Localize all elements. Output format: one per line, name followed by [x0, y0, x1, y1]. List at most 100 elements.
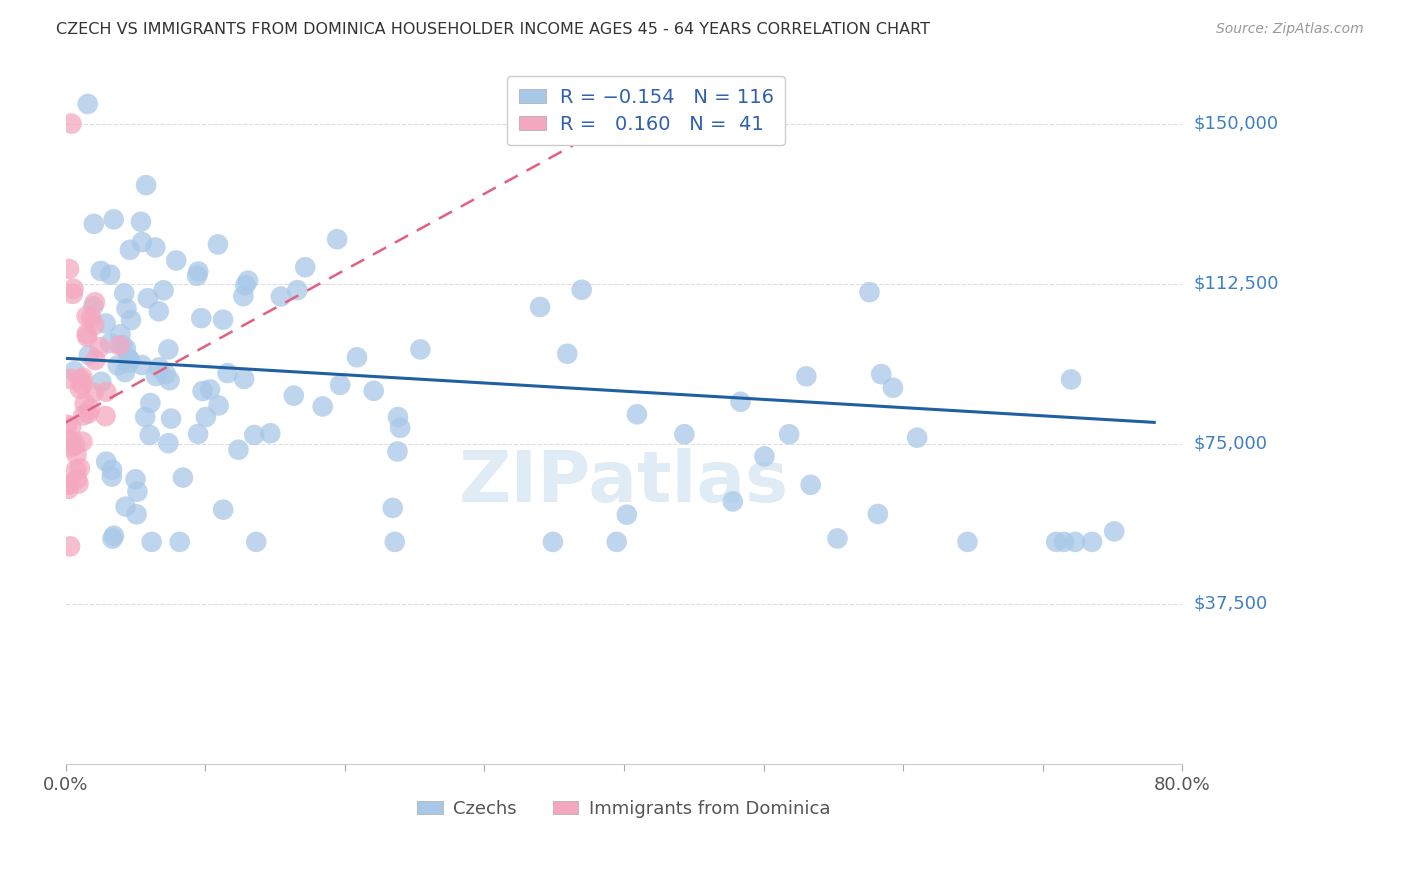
Point	[1102, 524, 1125, 539]
Point	[198, 383, 221, 397]
Point	[125, 508, 148, 522]
Point	[79, 402, 101, 417]
Point	[259, 426, 281, 441]
Point	[115, 301, 138, 316]
Point	[389, 421, 412, 435]
Point	[94, 317, 117, 331]
Text: ZIPatlas: ZIPatlas	[458, 448, 789, 516]
Point	[956, 534, 979, 549]
Point	[190, 311, 212, 326]
Point	[63, 438, 86, 452]
Point	[626, 407, 648, 421]
Point	[103, 529, 125, 543]
Point	[794, 369, 817, 384]
Point	[136, 291, 159, 305]
Point	[1053, 534, 1076, 549]
Point	[112, 286, 135, 301]
Point	[82, 299, 104, 313]
Point	[870, 367, 893, 381]
Point	[94, 384, 117, 399]
Point	[76, 326, 98, 341]
Point	[207, 398, 229, 412]
Point	[63, 364, 86, 378]
Point	[58, 477, 80, 491]
Point	[207, 237, 229, 252]
Point	[76, 309, 98, 323]
Point	[70, 377, 93, 392]
Point	[67, 476, 90, 491]
Point	[124, 472, 146, 486]
Text: $150,000: $150,000	[1194, 114, 1278, 133]
Point	[754, 450, 776, 464]
Point	[84, 353, 107, 368]
Point	[69, 373, 91, 387]
Point	[363, 384, 385, 398]
Point	[905, 431, 928, 445]
Point	[131, 235, 153, 249]
Point	[83, 295, 105, 310]
Point	[294, 260, 316, 275]
Point	[409, 343, 432, 357]
Point	[172, 470, 194, 484]
Point	[114, 500, 136, 514]
Point	[77, 348, 100, 362]
Point	[135, 178, 157, 193]
Point	[59, 372, 82, 386]
Point	[882, 381, 904, 395]
Point	[1060, 372, 1083, 386]
Text: CZECH VS IMMIGRANTS FROM DOMINICA HOUSEHOLDER INCOME AGES 45 - 64 YEARS CORRELAT: CZECH VS IMMIGRANTS FROM DOMINICA HOUSEH…	[56, 22, 931, 37]
Point	[165, 253, 187, 268]
Point	[127, 484, 149, 499]
Point	[148, 304, 170, 318]
Point	[98, 336, 121, 351]
Point	[152, 283, 174, 297]
Point	[98, 268, 121, 282]
Point	[111, 338, 134, 352]
Text: Source: ZipAtlas.com: Source: ZipAtlas.com	[1216, 22, 1364, 37]
Point	[89, 340, 111, 354]
Point	[186, 268, 208, 283]
Point	[103, 212, 125, 227]
Text: $75,000: $75,000	[1194, 434, 1267, 453]
Point	[228, 442, 250, 457]
Point	[108, 338, 131, 352]
Point	[384, 534, 406, 549]
Point	[236, 274, 259, 288]
Point	[69, 461, 91, 475]
Point	[62, 434, 84, 448]
Point	[187, 427, 209, 442]
Point	[120, 313, 142, 327]
Point	[101, 462, 124, 476]
Point	[65, 463, 87, 477]
Text: $37,500: $37,500	[1194, 595, 1268, 613]
Point	[169, 534, 191, 549]
Point	[571, 283, 593, 297]
Point	[83, 385, 105, 400]
Point	[555, 347, 578, 361]
Point	[326, 232, 349, 246]
Point	[101, 469, 124, 483]
Point	[191, 384, 214, 398]
Point	[80, 310, 103, 325]
Point	[387, 410, 409, 425]
Point	[96, 455, 118, 469]
Point	[730, 394, 752, 409]
Point	[1045, 534, 1067, 549]
Point	[232, 289, 254, 303]
Point	[62, 282, 84, 296]
Point	[235, 278, 257, 293]
Point	[1081, 534, 1104, 549]
Point	[83, 217, 105, 231]
Point	[60, 419, 83, 434]
Point	[117, 356, 139, 370]
Point	[134, 409, 156, 424]
Point	[114, 365, 136, 379]
Point	[858, 285, 880, 300]
Point	[117, 351, 139, 365]
Point	[72, 434, 94, 449]
Point	[157, 436, 180, 450]
Point	[381, 500, 404, 515]
Point	[141, 534, 163, 549]
Point	[721, 494, 744, 508]
Point	[606, 534, 628, 549]
